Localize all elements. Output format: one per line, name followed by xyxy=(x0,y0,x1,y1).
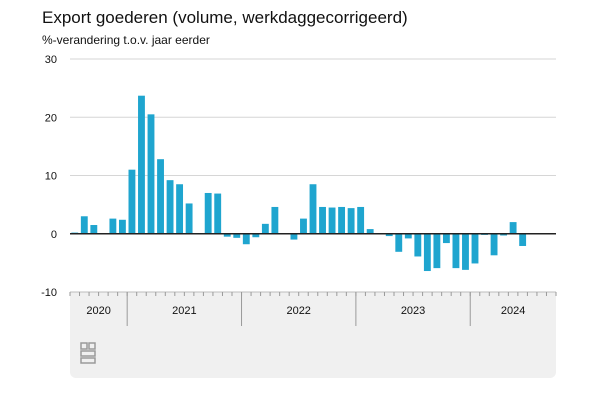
y-tick-label: 20 xyxy=(45,112,57,124)
bar xyxy=(519,233,527,246)
y-tick-label: 0 xyxy=(51,229,57,241)
bar xyxy=(233,233,241,238)
bar xyxy=(442,233,450,244)
y-tick-label: 30 xyxy=(45,54,57,66)
bar xyxy=(185,203,193,234)
y-axis-label: %-verandering t.o.v. jaar eerder xyxy=(42,33,210,47)
y-tick-label: 10 xyxy=(45,171,57,183)
bar xyxy=(404,233,412,239)
bar xyxy=(300,218,307,234)
bar xyxy=(319,206,326,234)
bar xyxy=(433,233,441,269)
bar xyxy=(80,216,88,234)
cbs-logo-icon xyxy=(80,342,96,364)
bar xyxy=(414,233,422,257)
footer-band xyxy=(70,292,556,378)
bar xyxy=(128,169,136,234)
bar xyxy=(147,114,155,234)
year-label: 2022 xyxy=(286,305,310,317)
year-label: 2023 xyxy=(401,305,425,317)
bar xyxy=(395,233,403,252)
bar xyxy=(204,192,212,234)
bar xyxy=(271,206,279,234)
bar xyxy=(242,233,250,245)
bar xyxy=(347,208,355,234)
bar xyxy=(261,223,269,234)
bar xyxy=(462,233,469,270)
bar xyxy=(90,225,98,234)
bar xyxy=(309,184,317,234)
bar xyxy=(138,95,145,234)
bar xyxy=(366,229,374,234)
bar xyxy=(490,233,498,256)
bar xyxy=(500,233,508,236)
bar xyxy=(157,159,164,234)
year-label: 2024 xyxy=(501,305,525,317)
bar xyxy=(338,206,346,234)
bar xyxy=(328,207,336,234)
bar xyxy=(385,233,393,237)
bar xyxy=(214,193,222,234)
bar xyxy=(357,206,365,234)
bar xyxy=(223,233,231,237)
bar xyxy=(423,233,431,272)
bar xyxy=(509,222,517,234)
bar xyxy=(166,180,174,234)
year-label: 2021 xyxy=(172,305,196,317)
y-tick-label: -10 xyxy=(41,287,57,299)
bar xyxy=(452,233,460,269)
bar xyxy=(109,218,117,234)
bar xyxy=(118,219,126,234)
bar xyxy=(471,233,479,264)
year-label: 2020 xyxy=(86,305,110,317)
bar xyxy=(290,233,298,240)
bar xyxy=(176,184,184,234)
bar xyxy=(252,233,260,238)
chart-title: Export goederen (volume, werkdaggecorrig… xyxy=(42,8,408,27)
